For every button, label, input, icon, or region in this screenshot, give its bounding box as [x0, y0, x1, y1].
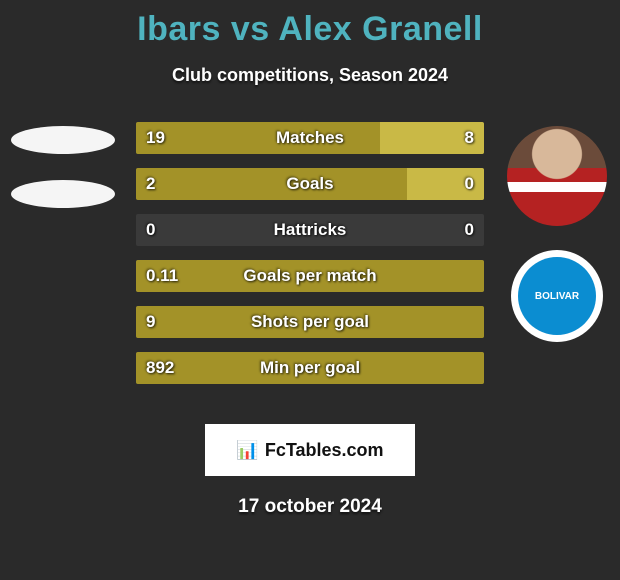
- stat-value-right: 8: [465, 122, 474, 154]
- chart-icon: 📊: [236, 440, 258, 461]
- left-club-placeholder: [11, 180, 115, 208]
- stat-label: Shots per goal: [136, 306, 484, 338]
- stat-row: 892Min per goal: [136, 352, 484, 384]
- stat-label: Goals: [136, 168, 484, 200]
- watermark-text: FcTables.com: [265, 440, 384, 461]
- stat-label: Hattricks: [136, 214, 484, 246]
- right-player-column: BOLIVAR: [502, 126, 612, 342]
- stat-row: 19Matches8: [136, 122, 484, 154]
- left-avatar-placeholder: [11, 126, 115, 154]
- stat-value-right: 0: [465, 168, 474, 200]
- right-player-avatar: [507, 126, 607, 226]
- right-club-badge: BOLIVAR: [511, 250, 603, 342]
- stat-label: Min per goal: [136, 352, 484, 384]
- stat-label: Matches: [136, 122, 484, 154]
- stat-label: Goals per match: [136, 260, 484, 292]
- club-badge-inner: BOLIVAR: [518, 257, 596, 335]
- page-title: Ibars vs Alex Granell: [0, 0, 620, 49]
- stat-row: 0Hattricks0: [136, 214, 484, 246]
- stat-value-right: 0: [465, 214, 474, 246]
- date-label: 17 october 2024: [0, 496, 620, 518]
- stat-row: 9Shots per goal: [136, 306, 484, 338]
- stat-bars: 19Matches82Goals00Hattricks00.11Goals pe…: [136, 122, 484, 398]
- left-player-column: [8, 126, 118, 234]
- stat-row: 2Goals0: [136, 168, 484, 200]
- stat-row: 0.11Goals per match: [136, 260, 484, 292]
- avatar-icon: [507, 126, 607, 226]
- club-name: BOLIVAR: [535, 291, 579, 302]
- page-subtitle: Club competitions, Season 2024: [0, 65, 620, 86]
- comparison-area: BOLIVAR 19Matches82Goals00Hattricks00.11…: [0, 126, 620, 416]
- watermark: 📊 FcTables.com: [205, 424, 415, 476]
